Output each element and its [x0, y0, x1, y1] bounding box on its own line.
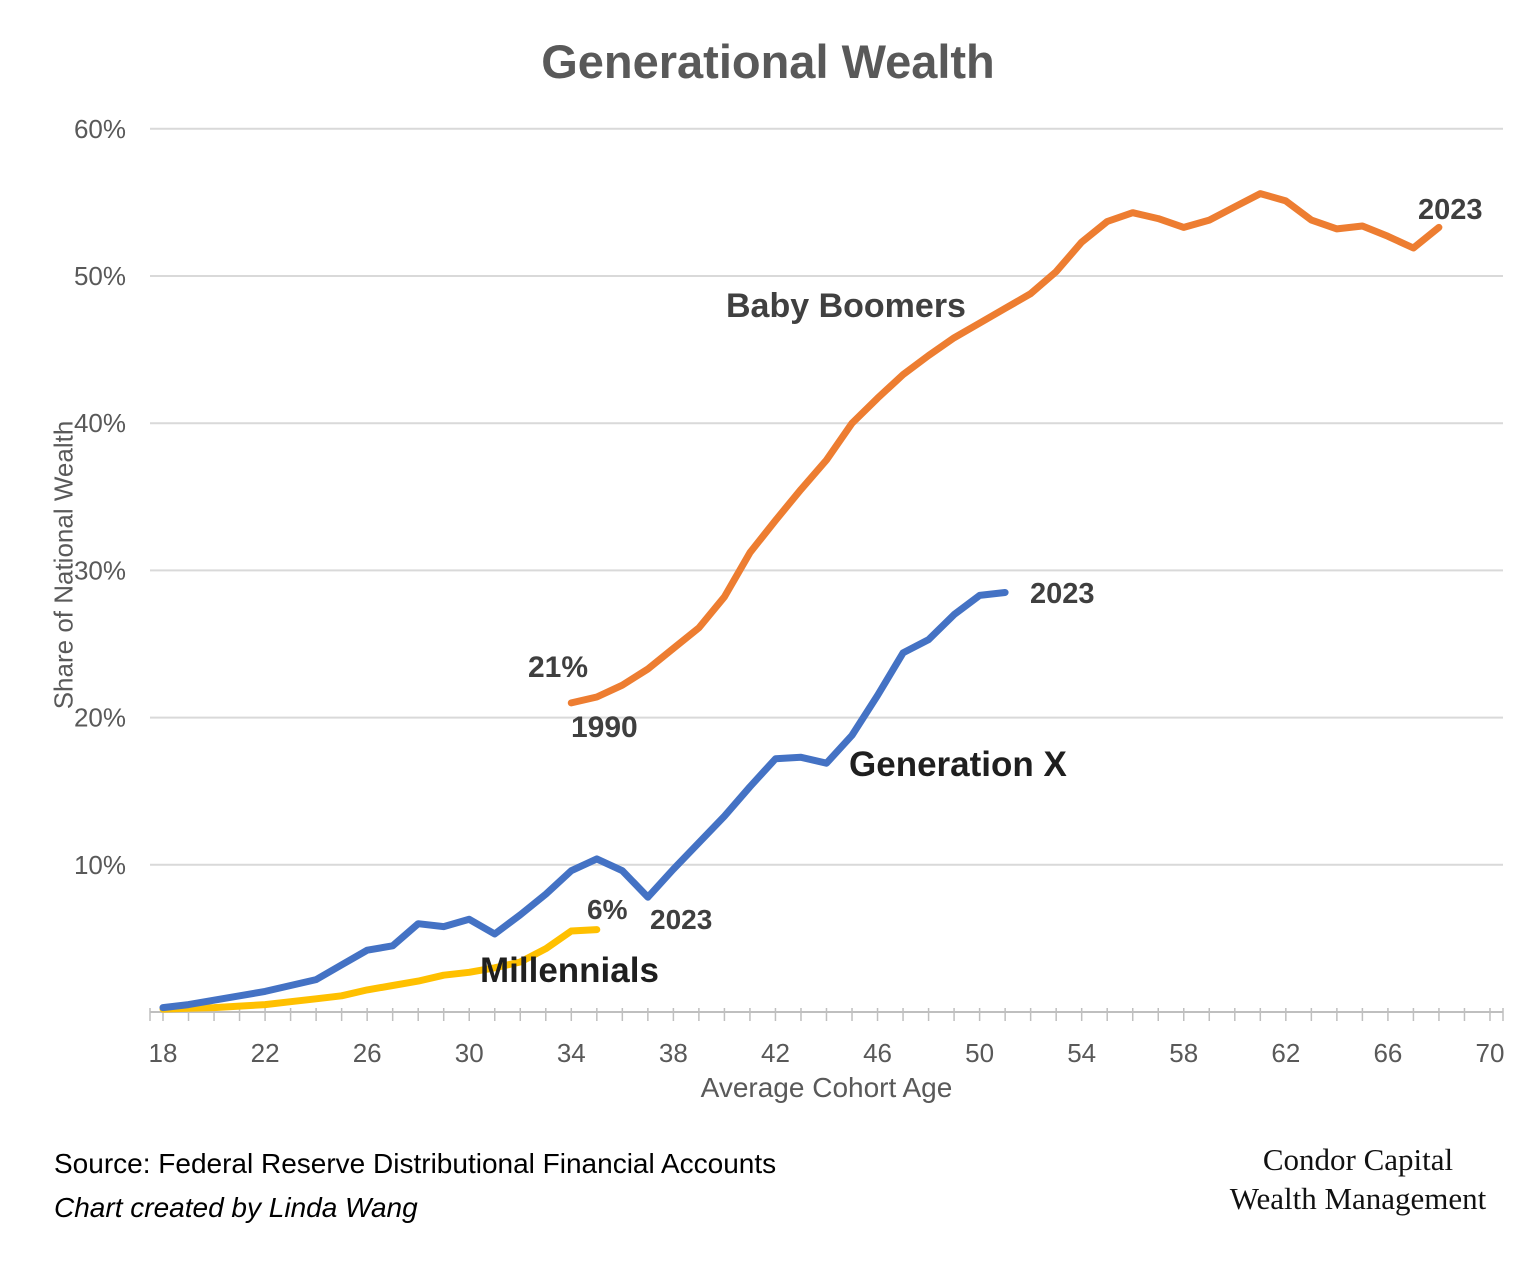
annotation-millennials-end-value: 6% [587, 894, 628, 925]
x-tick-label: 38 [659, 1038, 688, 1068]
brand-line2: Wealth Management [1229, 1181, 1487, 1216]
series-line-generation-x [159, 589, 1009, 1012]
y-tick-labels: 10% 20% 30% 40% 50% 60% [74, 114, 126, 880]
y-tick-label: 40% [74, 408, 126, 438]
y-tick-label: 10% [74, 850, 126, 880]
x-axis-title: Average Cohort Age [700, 1072, 953, 1103]
x-tick-label: 66 [1373, 1038, 1402, 1068]
x-tick-label: 34 [557, 1038, 586, 1068]
series-label-baby-boomers: Baby Boomers [726, 287, 966, 325]
annotation-millennials-end-year: 2023 [650, 904, 713, 935]
x-tick-label: 30 [455, 1038, 484, 1068]
x-tick-label: 42 [761, 1038, 790, 1068]
y-tick-label: 30% [74, 555, 126, 585]
gridlines [150, 127, 1503, 866]
x-tick-label: 50 [965, 1038, 994, 1068]
x-tick-label: 26 [353, 1038, 382, 1068]
brand-line1: Condor Capital [1262, 1142, 1454, 1177]
x-tick-labels: 18 22 26 30 34 38 42 46 50 54 58 62 66 70 [149, 1038, 1505, 1068]
annotation-boomers-end-year: 2023 [1418, 194, 1483, 226]
y-tick-label: 60% [74, 114, 126, 144]
x-axis-ticks [149, 1008, 1504, 1021]
annotation-boomers-start-year: 1990 [571, 711, 638, 744]
x-tick-label: 58 [1169, 1038, 1198, 1068]
y-tick-label: 20% [74, 703, 126, 733]
credit-note: Chart created by Linda Wang [54, 1192, 418, 1223]
x-tick-label: 22 [251, 1038, 280, 1068]
x-tick-label: 70 [1476, 1038, 1505, 1068]
series-line-millennials [159, 926, 601, 1013]
x-tick-label: 46 [863, 1038, 892, 1068]
x-tick-label: 62 [1271, 1038, 1300, 1068]
x-tick-label: 18 [149, 1038, 178, 1068]
source-note: Source: Federal Reserve Distributional F… [54, 1148, 777, 1179]
y-tick-label: 50% [74, 261, 126, 291]
brand-logo-text: Condor Capital Wealth Management [1180, 1140, 1536, 1218]
chart-title: Generational Wealth [541, 35, 995, 88]
x-tick-label: 54 [1067, 1038, 1096, 1068]
y-axis-title: Share of National Wealth [48, 420, 79, 710]
series-line-baby-boomers [567, 190, 1443, 707]
annotation-genx-end-year: 2023 [1030, 578, 1095, 610]
annotation-boomers-start-value: 21% [528, 651, 589, 684]
series-label-millennials: Millennials [480, 951, 659, 990]
series-label-generation-x: Generation X [849, 745, 1067, 784]
